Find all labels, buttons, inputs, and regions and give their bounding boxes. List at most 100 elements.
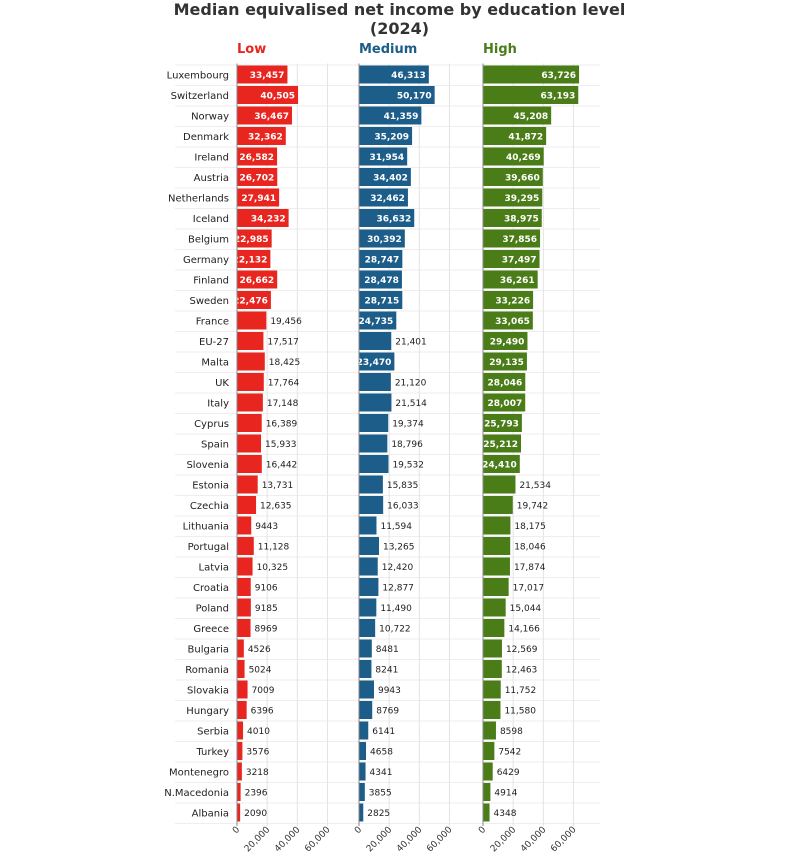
data-label: 9943 <box>378 686 401 696</box>
data-label: 63,726 <box>541 71 576 81</box>
data-label: 6429 <box>497 768 520 778</box>
data-label: 23,470 <box>357 358 392 368</box>
x-tick-label: 0 <box>353 825 364 836</box>
data-label: 10,722 <box>379 625 411 635</box>
category-label: Greece <box>193 624 229 635</box>
data-label: 12,877 <box>382 584 414 594</box>
bar <box>483 86 579 104</box>
bar <box>237 496 257 514</box>
data-label: 3218 <box>246 768 269 778</box>
bar <box>237 619 251 637</box>
bar <box>237 516 252 535</box>
bar <box>483 475 516 494</box>
bar <box>483 127 547 145</box>
data-label: 32,462 <box>370 194 405 204</box>
data-label: 33,065 <box>495 317 530 327</box>
bar <box>359 434 388 453</box>
bar <box>237 578 251 596</box>
data-label: 22,985 <box>234 235 269 245</box>
bar <box>237 537 254 555</box>
bar <box>359 250 403 268</box>
x-tick-label: 20,000 <box>243 825 273 855</box>
category-label: Croatia <box>193 583 229 594</box>
bar <box>359 168 411 186</box>
data-label: 16,033 <box>387 502 419 512</box>
data-label: 17,874 <box>514 563 546 573</box>
bar <box>359 86 435 104</box>
data-label: 4914 <box>494 789 517 799</box>
bar <box>237 701 247 719</box>
bar <box>359 106 422 125</box>
bar <box>483 803 490 822</box>
category-label: Ireland <box>194 153 229 164</box>
data-label: 35,209 <box>374 133 409 143</box>
data-label: 17,764 <box>268 379 300 389</box>
data-label: 15,044 <box>510 604 542 614</box>
data-label: 28,046 <box>488 379 523 389</box>
bar <box>483 742 495 760</box>
category-label: Luxembourg <box>167 71 229 82</box>
bar <box>237 680 248 699</box>
data-label: 34,232 <box>251 215 286 225</box>
data-label: 25,793 <box>484 420 519 430</box>
bar <box>359 127 413 145</box>
data-label: 18,046 <box>514 543 546 553</box>
bar <box>359 455 389 473</box>
bar <box>359 311 397 330</box>
data-label: 24,410 <box>482 461 517 471</box>
bar <box>483 250 540 268</box>
category-label: Switzerland <box>171 91 229 102</box>
data-label: 2090 <box>244 809 267 819</box>
bar <box>483 783 491 801</box>
data-label: 21,534 <box>519 481 551 491</box>
data-label: 17,017 <box>513 584 545 594</box>
x-tick-label: 20,000 <box>489 825 519 855</box>
data-label: 17,517 <box>267 338 299 348</box>
data-label: 19,374 <box>392 420 424 430</box>
bar <box>237 168 278 186</box>
bar <box>237 762 242 781</box>
data-label: 4341 <box>370 768 393 778</box>
bar <box>483 680 501 699</box>
bar <box>359 578 379 596</box>
category-label: France <box>196 317 229 328</box>
bar <box>237 455 262 473</box>
bar <box>359 332 392 350</box>
bar <box>359 557 378 576</box>
data-label: 21,120 <box>395 379 427 389</box>
bar <box>359 496 384 514</box>
bar <box>237 373 264 391</box>
x-tick-label: 0 <box>477 825 488 836</box>
data-label: 40,269 <box>506 153 541 163</box>
data-label: 28,715 <box>365 297 400 307</box>
data-label: 33,457 <box>250 71 285 81</box>
data-label: 8769 <box>376 707 399 717</box>
bar <box>359 762 366 781</box>
bar <box>359 65 429 84</box>
bar <box>359 414 389 432</box>
bar <box>359 742 367 760</box>
category-label: Austria <box>194 173 229 184</box>
category-label: N.Macedonia <box>164 788 229 799</box>
data-label: 21,514 <box>395 399 427 409</box>
bar <box>483 147 544 166</box>
data-label: 30,392 <box>367 235 402 245</box>
bar <box>483 557 510 576</box>
bar <box>359 188 408 207</box>
data-label: 11,580 <box>504 707 536 717</box>
bar <box>237 127 286 145</box>
bar <box>237 721 244 740</box>
category-label: Lithuania <box>183 522 229 533</box>
data-label: 29,490 <box>490 338 525 348</box>
bar <box>483 311 533 330</box>
category-label: Serbia <box>197 727 229 738</box>
category-label: Portugal <box>188 542 229 553</box>
data-label: 6396 <box>251 707 274 717</box>
bar <box>483 352 527 371</box>
data-label: 26,582 <box>239 153 274 163</box>
bar <box>237 803 241 822</box>
data-label: 15,933 <box>265 440 297 450</box>
category-label: Turkey <box>195 747 229 758</box>
bar <box>483 516 511 535</box>
